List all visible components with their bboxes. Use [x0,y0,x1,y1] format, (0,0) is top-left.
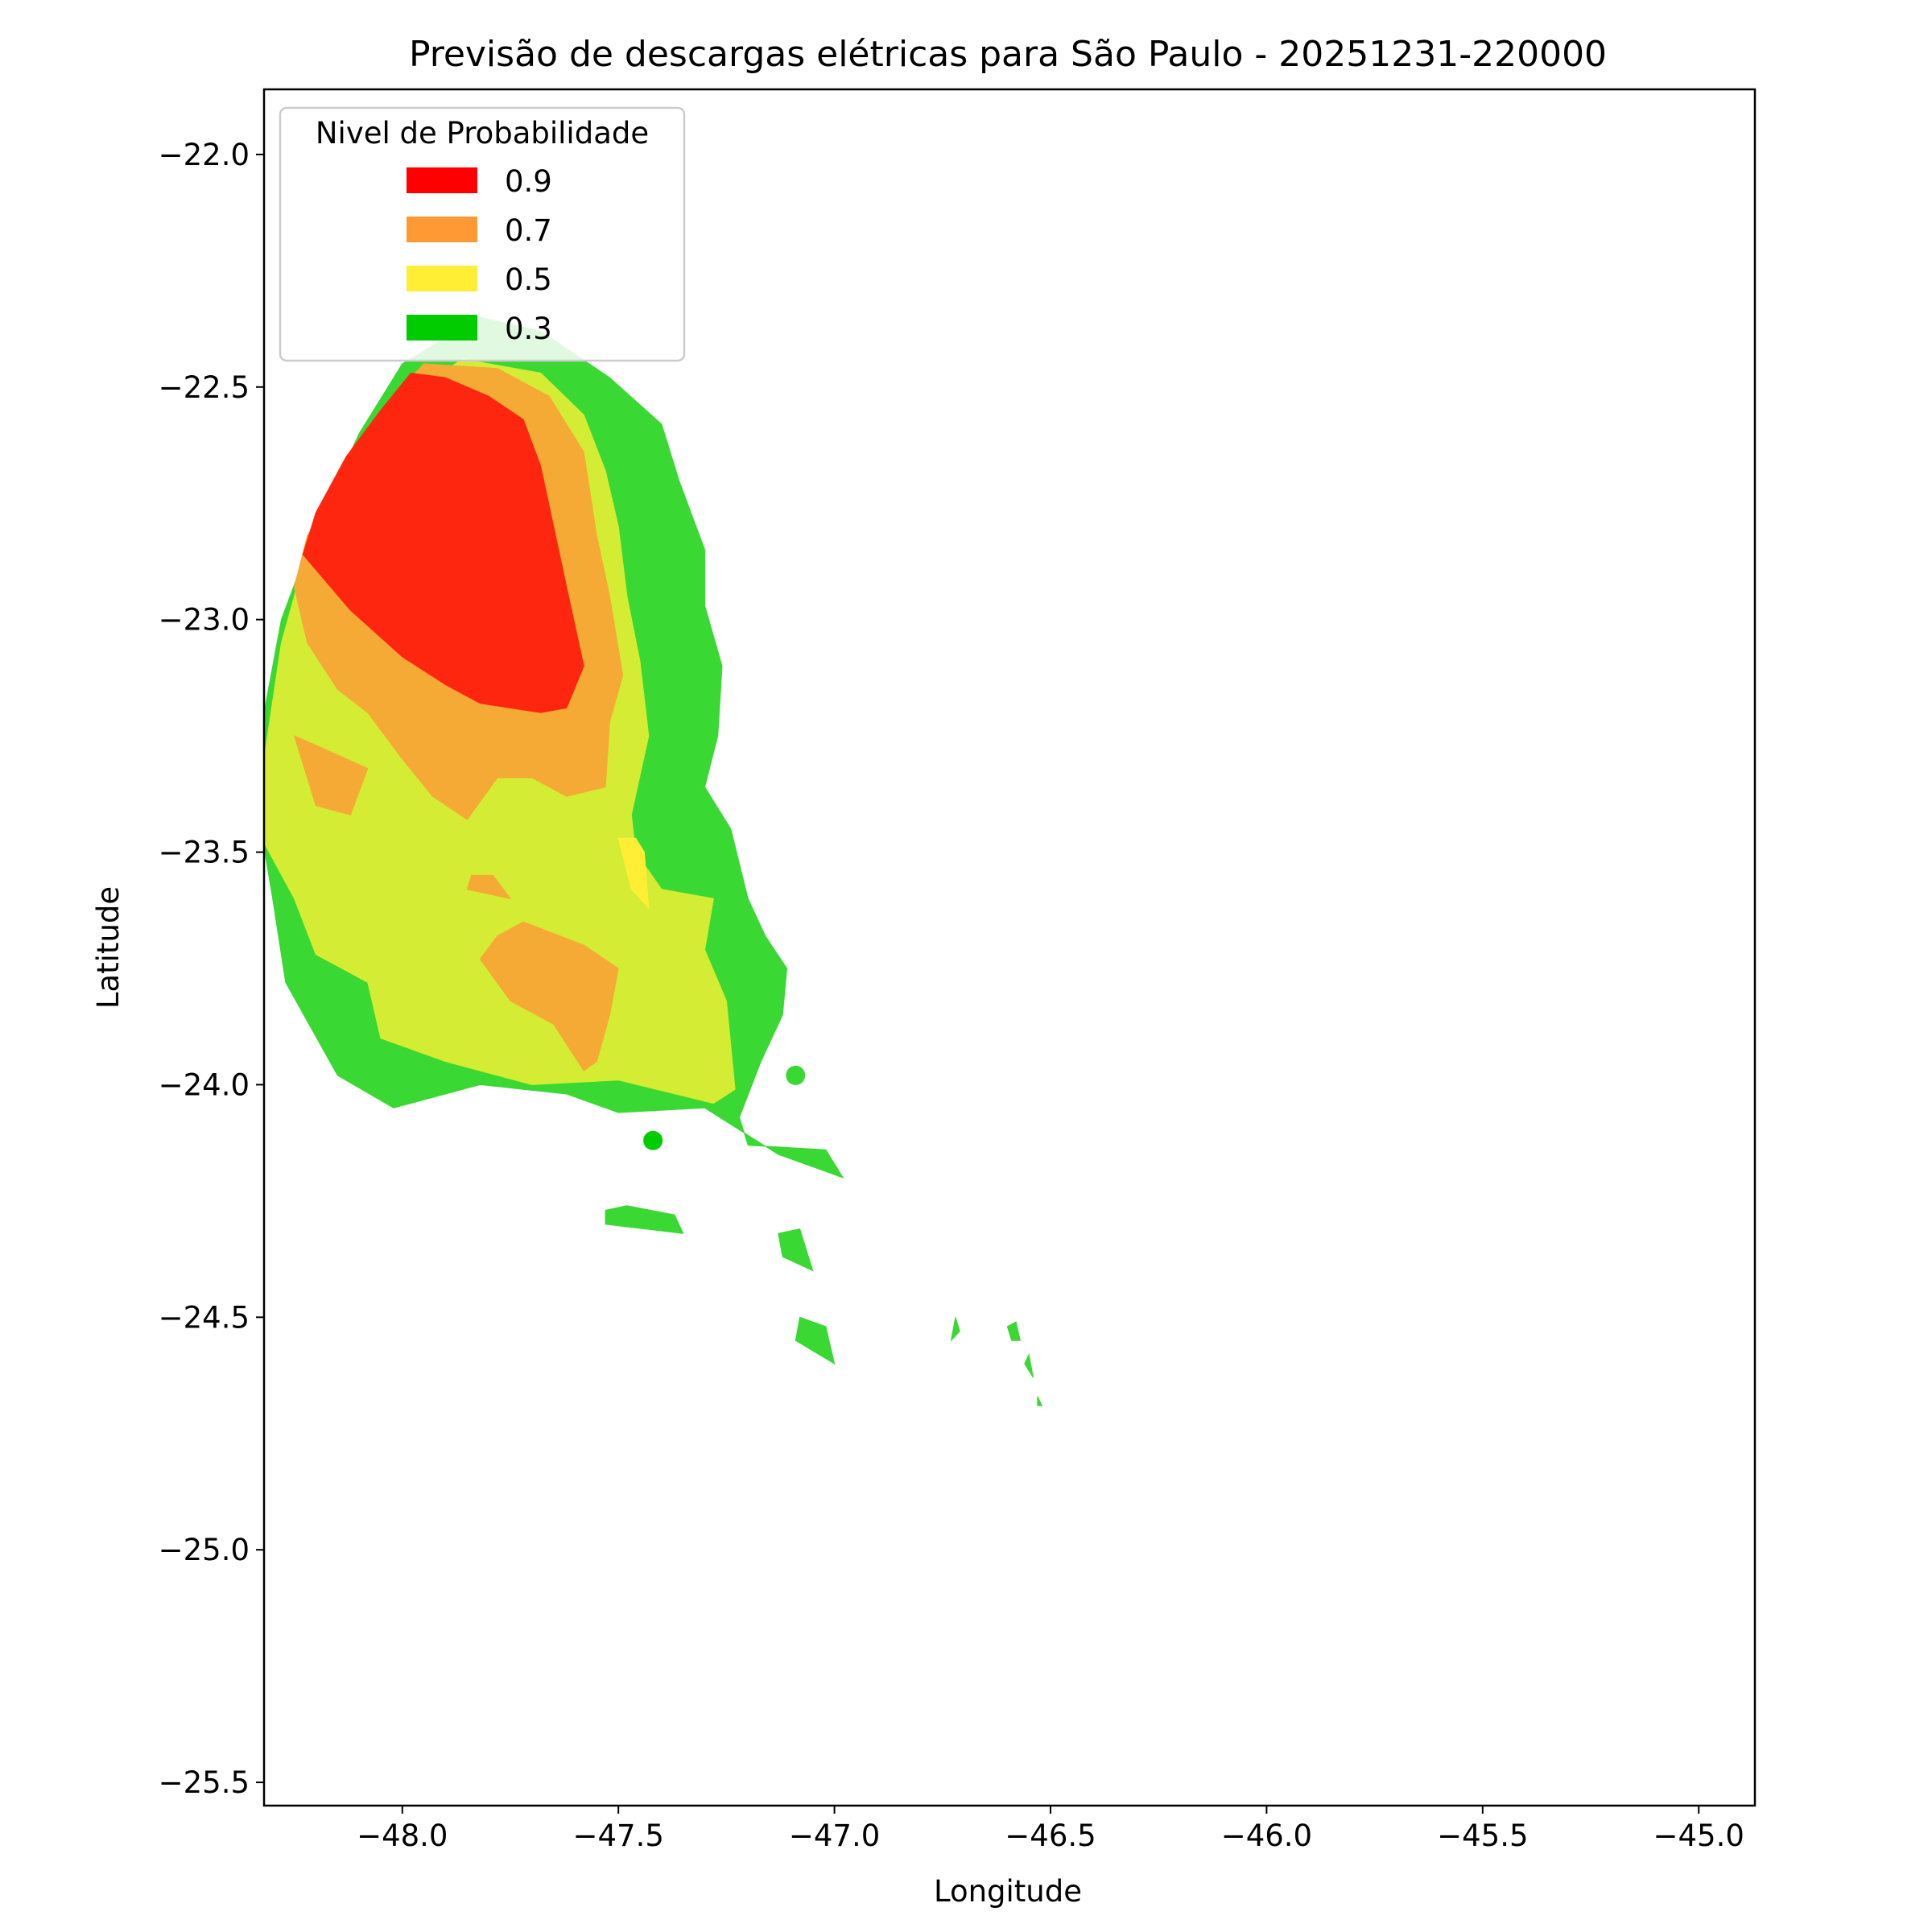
y-tick-label: −25.5 [159,1765,250,1800]
contour-region-0-9-0 [302,372,584,713]
contour-region-0-7-3 [479,921,619,1071]
y-tick-label: −25.0 [159,1533,250,1567]
contour-region-0-7-2 [466,874,512,900]
legend-title: Nivel de Probabilidade [316,116,649,151]
legend-box [279,106,686,362]
y-tick-label: −23.5 [159,836,250,870]
legend-label: 0.5 [505,262,552,297]
x-tick-label: −48.0 [357,1818,448,1853]
y-tick-label: −22.0 [159,138,250,172]
legend: Nivel de Probabilidade 0.9 0.7 0.5 0.3 [279,106,686,362]
chart-title: Previsão de descargas elétricas para São… [409,34,1607,75]
contour-region-0-3-2 [778,1228,814,1272]
contour-region-0-3-7 [1037,1396,1043,1406]
contour-region-0-3-3 [795,1316,836,1365]
legend-swatch [407,315,477,341]
contour-region-0-3-4 [950,1317,960,1342]
x-tick-label: −45.5 [1437,1818,1528,1853]
contour-layer [264,316,1043,1406]
y-tick-label: −24.0 [159,1067,250,1102]
contour-region-0-5-0 [617,837,650,910]
x-axis: −48.0 −47.5 −47.0 −46.5 −46.0 −45.5 −45.0 [357,1806,1744,1853]
contour-region-0-3-1 [605,1205,684,1234]
legend-label: 0.7 [505,213,552,248]
x-tick-label: −47.5 [572,1818,663,1853]
legend-swatch [407,266,477,291]
legend-swatch [407,167,477,193]
points-layer [643,1065,806,1150]
y-tick-label: −22.5 [159,370,250,405]
legend-swatch [407,217,477,242]
x-tick-label: −47.0 [789,1818,880,1853]
legend-label: 0.9 [505,164,552,199]
y-axis-label: Latitude [91,886,126,1009]
legend-label: 0.3 [505,312,552,346]
y-tick-label: −23.0 [159,603,250,638]
contour-region-0-3-5 [1006,1321,1022,1341]
x-tick-label: −46.5 [1005,1818,1096,1853]
contour-region-0-7-1 [293,735,369,815]
x-axis-label: Longitude [934,1874,1082,1909]
plot-frame [262,88,1757,1807]
point-marker-0 [786,1065,806,1085]
y-axis: −22.0 −22.5 −23.0 −23.5 −24.0 −24.5 −25.0 −25.5 [159,138,264,1800]
y-tick-label: −24.5 [159,1300,250,1335]
point-marker-1 [643,1130,663,1150]
x-tick-label: −45.0 [1653,1818,1744,1853]
x-tick-label: −46.0 [1221,1818,1312,1853]
contour-region-0-3-6 [1024,1352,1034,1378]
